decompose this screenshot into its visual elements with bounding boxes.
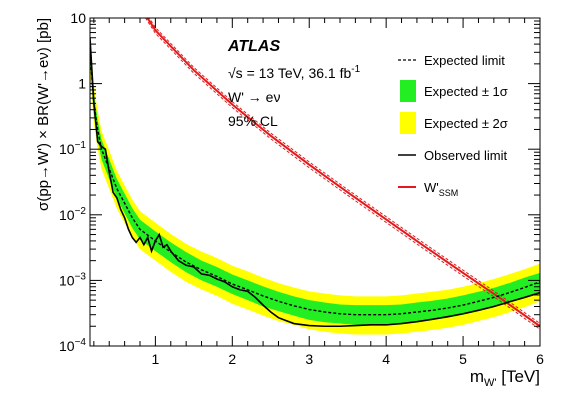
cl-label: 95% CL bbox=[228, 113, 278, 129]
legend-observed-label: Observed limit bbox=[424, 148, 507, 163]
legend-band2-swatch bbox=[400, 112, 416, 134]
lines-layer bbox=[90, 18, 540, 330]
legend-ssm-main: W' bbox=[424, 180, 439, 195]
x-tick-label: 2 bbox=[228, 351, 236, 367]
energy-label-sup: -1 bbox=[351, 64, 360, 75]
energy-label-main: √s = 13 TeV, 36.1 fb bbox=[228, 65, 351, 81]
bands-layer bbox=[90, 34, 540, 335]
y-tick-label: 10−4 bbox=[59, 337, 86, 354]
x-tick-label: 1 bbox=[151, 351, 159, 367]
expected-2sigma-band bbox=[90, 34, 540, 335]
ssm-cross-section-line bbox=[146, 18, 540, 328]
legend-band1-swatch bbox=[400, 80, 416, 102]
x-axis-label-sub: W' bbox=[484, 377, 496, 389]
ssm-upper-uncertainty bbox=[148, 18, 540, 324]
y-tick-label: 10−1 bbox=[59, 140, 86, 157]
expected-1sigma-band bbox=[90, 42, 540, 325]
plot-frame bbox=[89, 17, 541, 347]
y-tick-label: 10 bbox=[70, 10, 86, 26]
y-tick-label: 10−3 bbox=[59, 271, 86, 288]
observed-limit-line bbox=[90, 37, 540, 328]
expected-limit-line bbox=[90, 52, 540, 316]
experiment-label: ATLAS bbox=[227, 38, 280, 55]
legend-ssm-sub: SSM bbox=[439, 188, 459, 198]
x-tick-label: 4 bbox=[382, 351, 390, 367]
energy-label: √s = 13 TeV, 36.1 fb-1 bbox=[228, 64, 361, 81]
y-tick-label: 10−2 bbox=[59, 206, 86, 223]
x-tick-label: 6 bbox=[536, 351, 544, 367]
channel-label: W' → eν bbox=[228, 89, 280, 105]
x-axis-label-main: m bbox=[470, 367, 484, 386]
x-axis-label: mW' [TeV] bbox=[470, 367, 540, 389]
legend-band2-label: Expected ± 2σ bbox=[424, 116, 508, 131]
legend-expected-label: Expected limit bbox=[424, 53, 505, 68]
x-axis-label-unit: [TeV] bbox=[497, 367, 540, 386]
legend: Expected limit Expected ± 1σ Expected ± … bbox=[398, 53, 508, 198]
y-tick-label: 1 bbox=[78, 76, 86, 92]
y-axis-label: σ(pp→W') × BR(W'→eν) [pb] bbox=[35, 18, 52, 211]
ssm-lower-uncertainty bbox=[144, 18, 540, 330]
ticks-layer: 1 2 3 4 5 6 10−4 10−3 10−2 10−1 1 10 bbox=[59, 10, 544, 367]
x-tick-label: 5 bbox=[459, 351, 467, 367]
legend-band1-label: Expected ± 1σ bbox=[424, 84, 508, 99]
x-tick-label: 3 bbox=[305, 351, 313, 367]
legend-ssm-label: W'SSM bbox=[424, 180, 458, 198]
